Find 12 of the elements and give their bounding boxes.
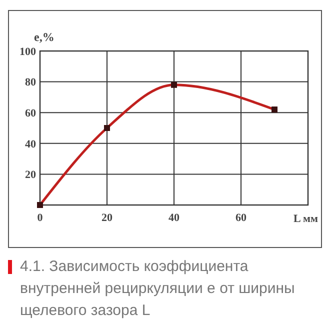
y-tick-label: 20 — [25, 169, 36, 182]
y-tick-label: 100 — [20, 46, 36, 58]
x-tick-label: 20 — [102, 212, 113, 224]
y-axis-title: e,% — [34, 30, 54, 44]
x-axis-title: L мм — [294, 213, 319, 225]
text: 4.1. Зависимость коэффициента внутренней рециркуляции e от ширины щелевого зазора L — [19, 257, 296, 321]
y-tick-label: 40 — [25, 138, 36, 150]
y-tick-label: 80 — [25, 76, 36, 89]
x-tick-label: 0 — [37, 212, 44, 224]
x-tick-label: 40 — [168, 212, 180, 224]
y-tick-label: 60 — [25, 107, 36, 120]
x-tick-label: 60 — [236, 212, 247, 224]
